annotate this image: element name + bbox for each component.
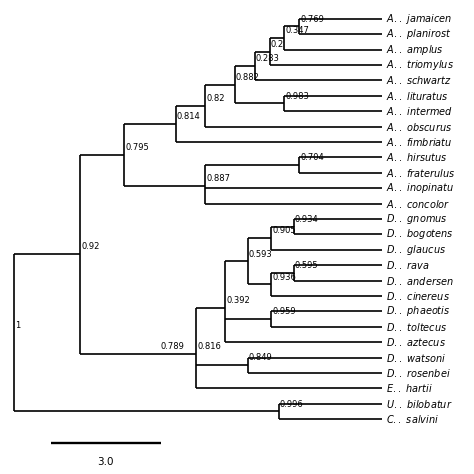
Text: $\it{A..}\ \it{hirsutus}$: $\it{A..}\ \it{hirsutus}$ [386, 151, 447, 164]
Text: $\it{A..}\ \it{planirost}$: $\it{A..}\ \it{planirost}$ [386, 27, 452, 41]
Text: $\it{D..}\ \it{gnomus}$: $\it{D..}\ \it{gnomus}$ [386, 212, 448, 226]
Text: $\it{D..}\ \it{phaeotis}$: $\it{D..}\ \it{phaeotis}$ [386, 304, 451, 319]
Text: $\it{D..}\ \it{glaucus}$: $\it{D..}\ \it{glaucus}$ [386, 243, 447, 257]
Text: $\it{A..}\ \it{jamaicen}$: $\it{A..}\ \it{jamaicen}$ [386, 12, 452, 26]
Text: 0.347: 0.347 [285, 26, 310, 35]
Text: $\it{A..}\ \it{lituratus}$: $\it{A..}\ \it{lituratus}$ [386, 90, 449, 102]
Text: 0.814: 0.814 [177, 112, 201, 121]
Text: 3.0: 3.0 [98, 457, 114, 467]
Text: $\it{E..}\ \it{hartii}$: $\it{E..}\ \it{hartii}$ [386, 383, 433, 394]
Text: $\it{C..}\ \it{salvini}$: $\it{C..}\ \it{salvini}$ [386, 413, 439, 425]
Text: $\it{D..}\ \it{bogotens}$: $\it{D..}\ \it{bogotens}$ [386, 228, 454, 241]
Text: $\it{A..}\ \it{schwartz}$: $\it{A..}\ \it{schwartz}$ [386, 74, 452, 86]
Text: 0.595: 0.595 [295, 261, 318, 270]
Text: 0.816: 0.816 [197, 342, 221, 351]
Text: 0.849: 0.849 [249, 354, 273, 363]
Text: 0.2: 0.2 [271, 40, 284, 49]
Text: $\it{D..}\ \it{rosenbei}$: $\it{D..}\ \it{rosenbei}$ [386, 367, 451, 379]
Text: 1: 1 [15, 321, 20, 330]
Text: 0.283: 0.283 [256, 54, 280, 63]
Text: $\it{A..}\ \it{amplus}$: $\it{A..}\ \it{amplus}$ [386, 43, 444, 56]
Text: 0.92: 0.92 [81, 242, 100, 251]
Text: 0.769: 0.769 [300, 15, 324, 24]
Text: $\it{A..}\ \it{triomylus}$: $\it{A..}\ \it{triomylus}$ [386, 58, 454, 72]
Text: $\it{A..}\ \it{concolor}$: $\it{A..}\ \it{concolor}$ [386, 198, 451, 210]
Text: 0.392: 0.392 [227, 296, 250, 305]
Text: 0.934: 0.934 [295, 215, 319, 224]
Text: $\it{D..}\ \it{toltecus}$: $\it{D..}\ \it{toltecus}$ [386, 321, 447, 333]
Text: $\it{D..}\ \it{watsoni}$: $\it{D..}\ \it{watsoni}$ [386, 352, 447, 364]
Text: $\it{D..}\ \it{andersen}$: $\it{D..}\ \it{andersen}$ [386, 274, 454, 287]
Text: 0.936: 0.936 [273, 273, 296, 282]
Text: 0.789: 0.789 [160, 342, 184, 351]
Text: $\it{D..}\ \it{rava}$: $\it{D..}\ \it{rava}$ [386, 259, 430, 271]
Text: $\it{A..}\ \it{obscurus}$: $\it{A..}\ \it{obscurus}$ [386, 120, 453, 133]
Text: 0.882: 0.882 [236, 73, 260, 82]
Text: 0.996: 0.996 [280, 400, 304, 409]
Text: 0.593: 0.593 [249, 249, 273, 258]
Text: 0.82: 0.82 [206, 94, 225, 103]
Text: $\it{D..}\ \it{aztecus}$: $\it{D..}\ \it{aztecus}$ [386, 336, 446, 348]
Text: 0.887: 0.887 [206, 174, 230, 183]
Text: 0.704: 0.704 [300, 153, 324, 162]
Text: $\it{D..}\ \it{cinereus}$: $\it{D..}\ \it{cinereus}$ [386, 290, 450, 302]
Text: $\it{A..}\ \it{intermed}$: $\it{A..}\ \it{intermed}$ [386, 105, 453, 117]
Text: $\it{U..}\ \it{bilobatur}$: $\it{U..}\ \it{bilobatur}$ [386, 398, 453, 410]
Text: $\it{A..}\ \it{inopinatu}$: $\it{A..}\ \it{inopinatu}$ [386, 181, 454, 195]
Text: $\it{A..}\ \it{fraterulus}$: $\it{A..}\ \it{fraterulus}$ [386, 167, 456, 179]
Text: 0.795: 0.795 [125, 143, 149, 152]
Text: 0.983: 0.983 [285, 91, 310, 100]
Text: 0.959: 0.959 [273, 307, 296, 316]
Text: $\it{A..}\ \it{fimbriatu}$: $\it{A..}\ \it{fimbriatu}$ [386, 136, 453, 148]
Text: 0.905: 0.905 [273, 227, 296, 236]
